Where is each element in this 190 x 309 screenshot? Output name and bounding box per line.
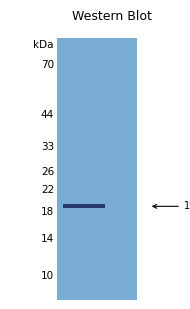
Bar xyxy=(63,204,104,208)
Text: 70: 70 xyxy=(41,60,54,70)
Text: 33: 33 xyxy=(41,142,54,151)
Text: 22: 22 xyxy=(41,185,54,196)
Text: 14: 14 xyxy=(41,235,54,244)
Text: Western Blot: Western Blot xyxy=(72,10,152,23)
Text: 10: 10 xyxy=(41,271,54,281)
Text: kDa: kDa xyxy=(33,40,54,50)
Text: 19kDa: 19kDa xyxy=(153,201,190,211)
Text: 26: 26 xyxy=(41,167,54,177)
Text: 18: 18 xyxy=(41,207,54,217)
Bar xyxy=(57,38,137,300)
Text: 44: 44 xyxy=(41,110,54,121)
